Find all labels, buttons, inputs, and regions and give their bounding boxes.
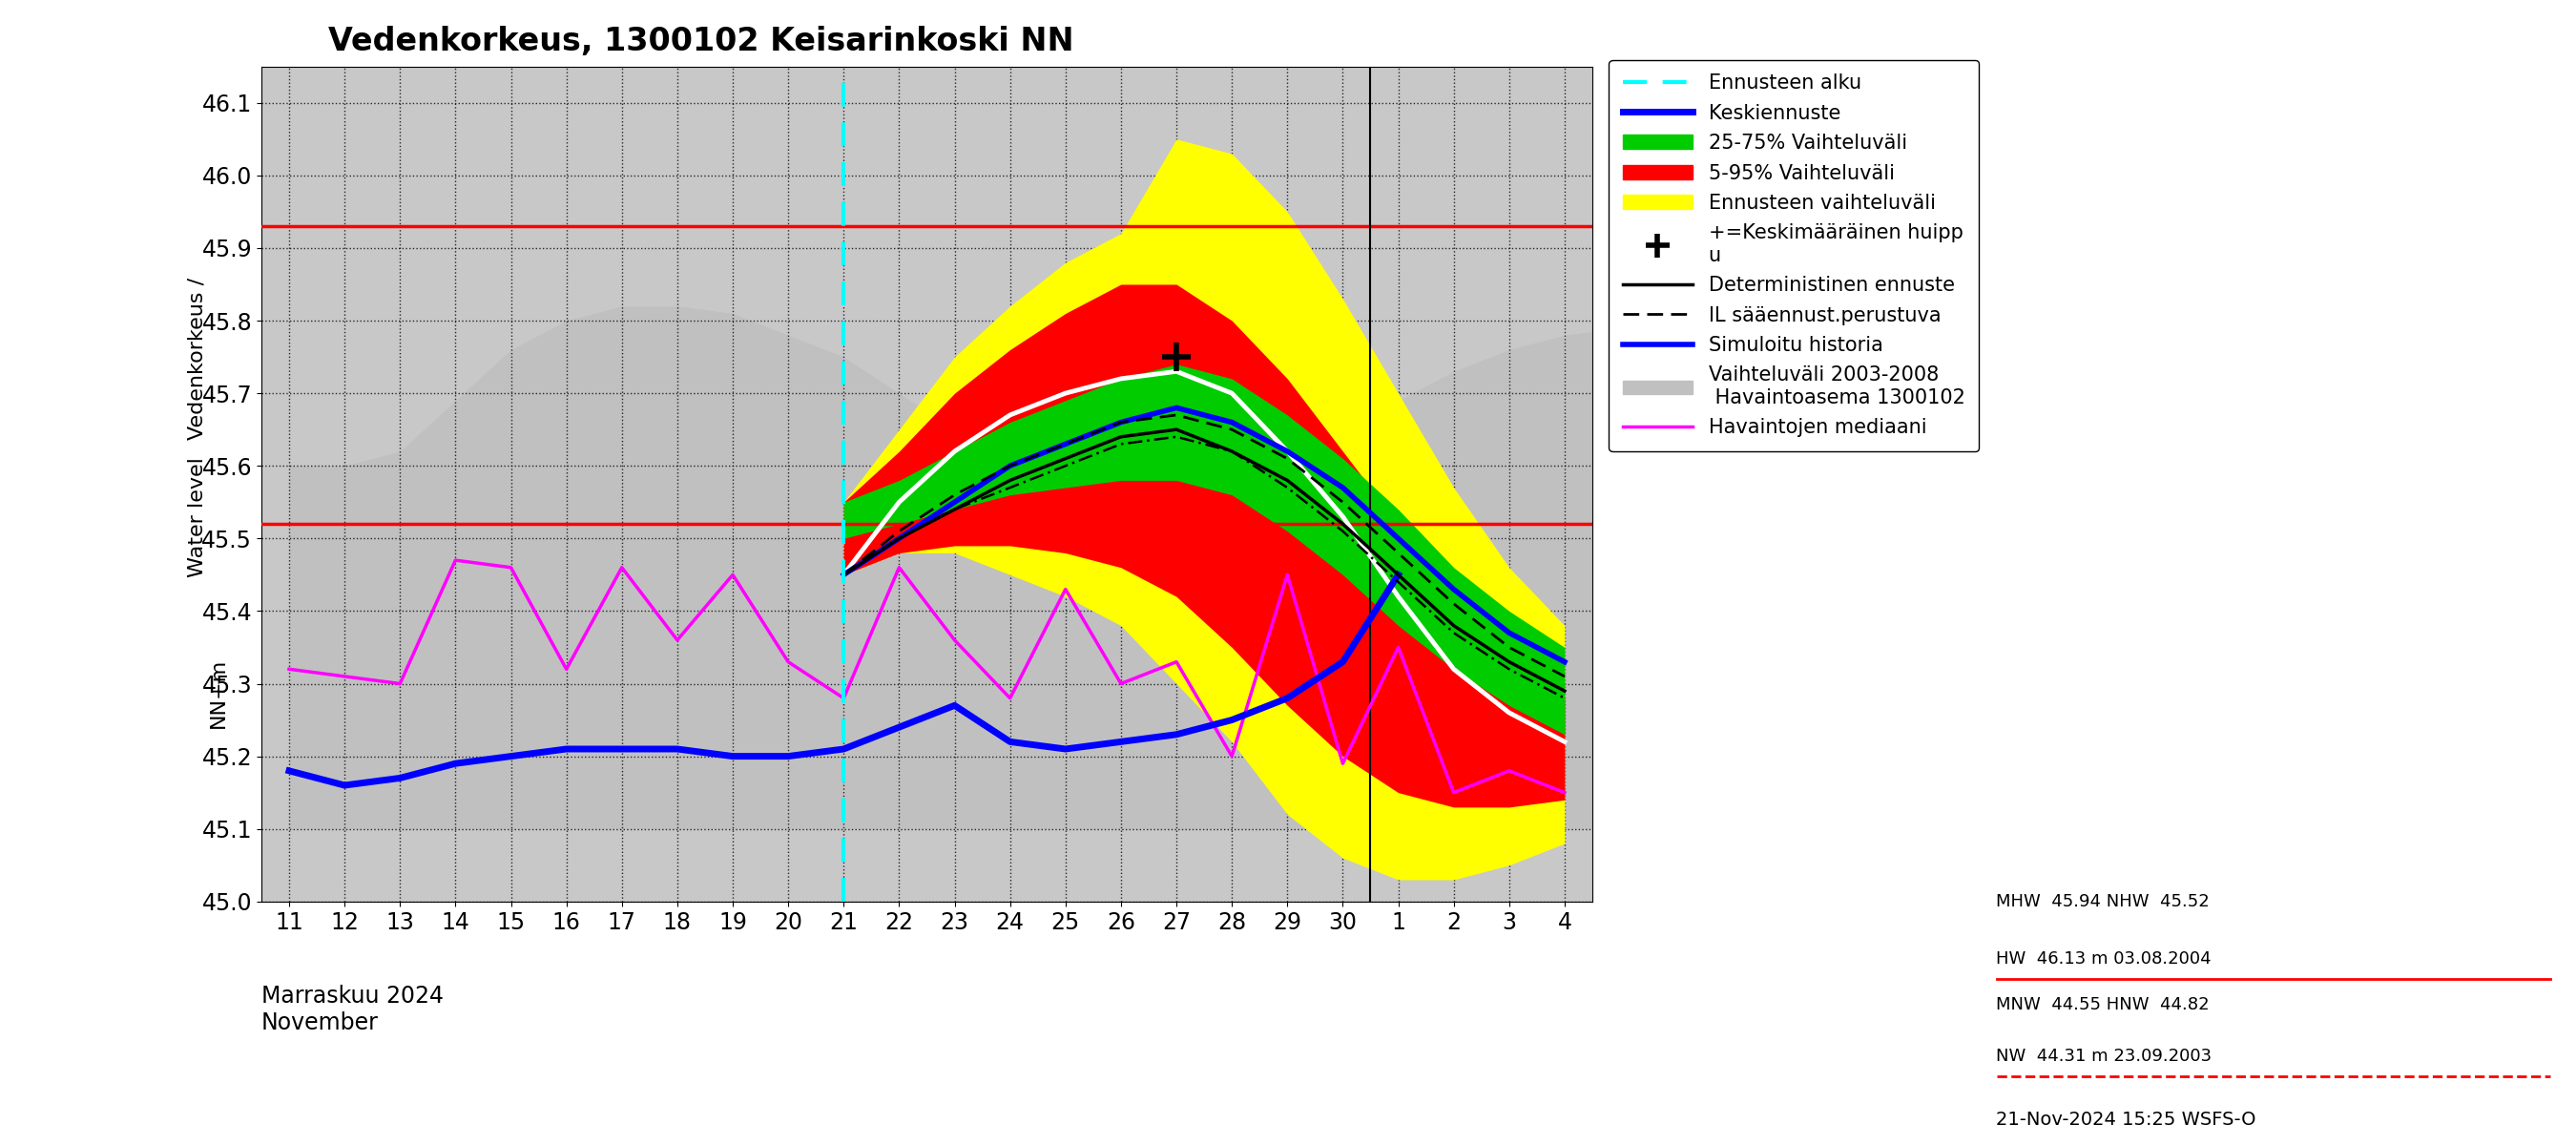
Text: HW  46.13 m 03.08.2004: HW 46.13 m 03.08.2004 [1996, 950, 2213, 968]
Text: Vedenkorkeus /: Vedenkorkeus / [188, 277, 206, 440]
Text: MNW  44.55 HNW  44.82: MNW 44.55 HNW 44.82 [1996, 996, 2210, 1013]
Text: NN+m: NN+m [209, 657, 229, 728]
Text: 21-Nov-2024 15:25 WSFS-O: 21-Nov-2024 15:25 WSFS-O [1996, 1111, 2257, 1129]
Legend: Ennusteen alku, Keskiennuste, 25-75% Vaihteluväli, 5-95% Vaihteluväli, Ennusteen: Ennusteen alku, Keskiennuste, 25-75% Vai… [1610, 60, 1978, 451]
Text: NW  44.31 m 23.09.2003: NW 44.31 m 23.09.2003 [1996, 1048, 2213, 1065]
Text: Vedenkorkeus, 1300102 Keisarinkoski NN: Vedenkorkeus, 1300102 Keisarinkoski NN [327, 25, 1074, 57]
Text: MHW  45.94 NHW  45.52: MHW 45.94 NHW 45.52 [1996, 893, 2210, 910]
Text: Water level: Water level [188, 457, 206, 577]
Text: Marraskuu 2024
November: Marraskuu 2024 November [260, 985, 443, 1034]
